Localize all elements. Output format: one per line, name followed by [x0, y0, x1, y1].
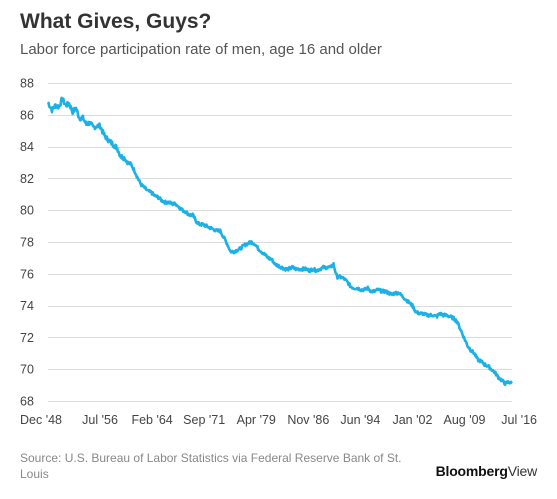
series-layer [46, 96, 513, 387]
line-chart: 68 70 72 74 76 78 80 82 84 86 88 Dec '48 Jul '56 Feb… [20, 77, 537, 428]
source-note: Source: U.S. Bureau of Labor Statistics … [20, 451, 402, 481]
y-tick-label: 72 [20, 331, 34, 345]
y-tick-label: 76 [20, 267, 34, 281]
brand-logo: BloombergView [435, 463, 538, 479]
y-tick-label: 84 [20, 140, 34, 154]
y-tick-label: 74 [20, 299, 34, 313]
x-tick-label: Nov '86 [287, 413, 329, 427]
x-tick-label: Jan '02 [392, 413, 432, 427]
y-tick-label: 78 [20, 236, 34, 250]
x-axis-ticks: Dec '48 Jul '56 Feb '64 Sep '71 Apr '79 Nov '… [20, 413, 537, 427]
y-tick-label: 80 [20, 204, 34, 218]
y-tick-label: 82 [20, 172, 34, 186]
x-tick-label: Jul '16 [501, 413, 537, 427]
x-tick-label: Jul '56 [82, 413, 118, 427]
x-tick-label: Sep '71 [183, 413, 225, 427]
x-tick-label: Jun '94 [340, 413, 380, 427]
chart-subtitle: Labor force participation rate of men, a… [20, 41, 382, 58]
y-tick-label: 86 [20, 108, 34, 122]
y-tick-label: 88 [20, 77, 34, 91]
chart-title: What Gives, Guys? [20, 10, 212, 33]
x-tick-label: Dec '48 [20, 413, 62, 427]
y-tick-label: 68 [20, 395, 34, 409]
y-axis-ticks: 68 70 72 74 76 78 80 82 84 86 88 [20, 77, 34, 409]
brand-name: Bloomberg [435, 463, 508, 479]
brand-suffix: View [507, 463, 537, 479]
x-tick-label: Feb '64 [131, 413, 172, 427]
x-tick-label: Aug '09 [444, 413, 486, 427]
y-tick-label: 70 [20, 363, 34, 377]
series-line [46, 96, 513, 387]
grid-lines [48, 83, 512, 402]
x-tick-label: Apr '79 [237, 413, 276, 427]
